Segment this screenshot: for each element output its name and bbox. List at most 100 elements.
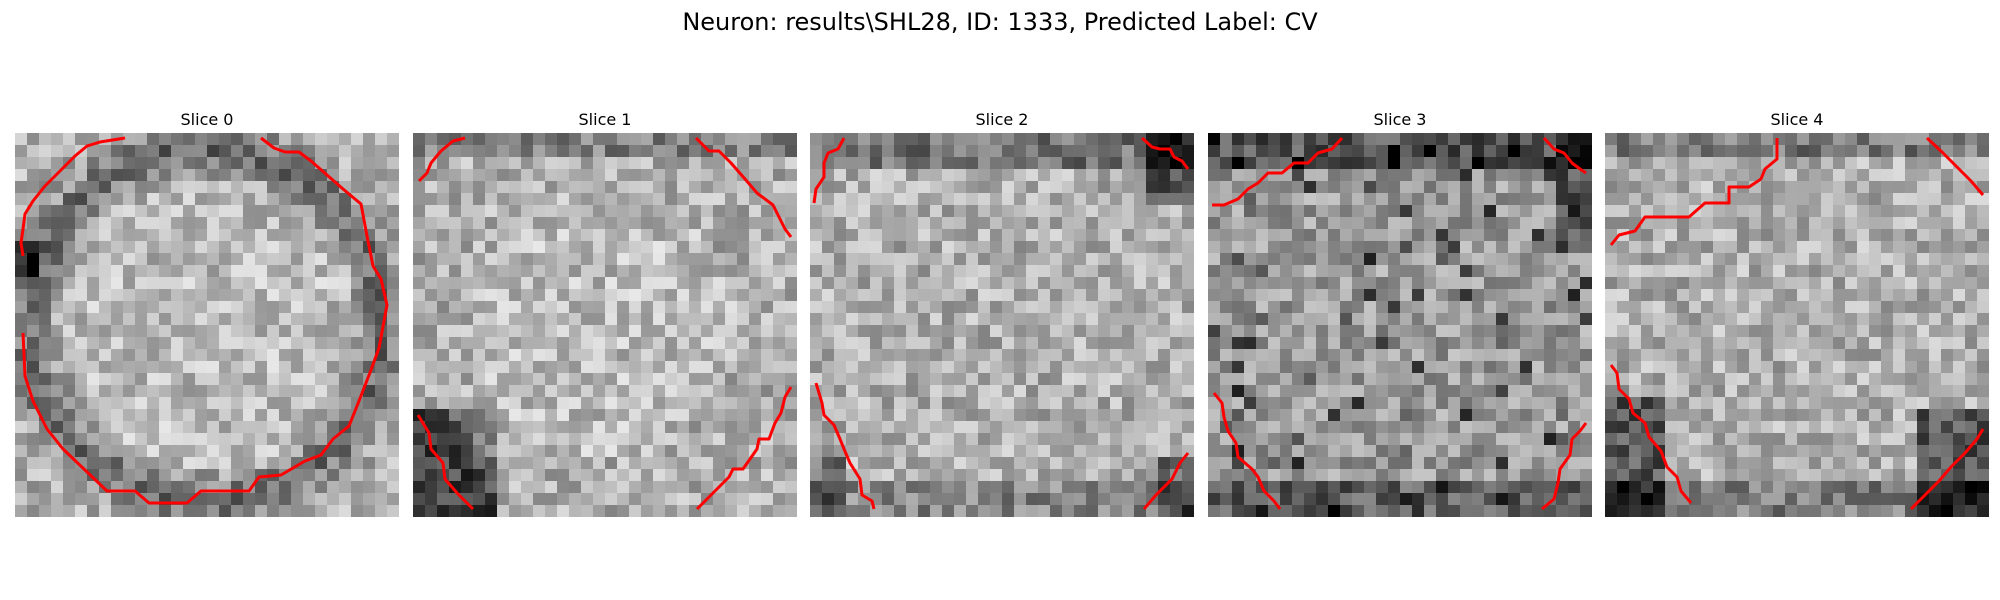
pixel	[749, 169, 762, 182]
pixel	[665, 265, 678, 278]
pixel	[1508, 289, 1521, 302]
pixel	[1038, 505, 1051, 517]
pixel	[485, 445, 498, 458]
pixel	[581, 313, 594, 326]
pixel	[63, 289, 76, 302]
pixel	[243, 253, 256, 266]
pixel	[437, 169, 450, 182]
pixel	[425, 205, 438, 218]
pixel	[15, 289, 28, 302]
pixel	[834, 409, 847, 422]
pixel	[195, 457, 208, 470]
pixel	[930, 385, 943, 398]
pixel	[315, 361, 328, 374]
pixel	[1122, 493, 1135, 506]
pixel	[894, 421, 907, 434]
pixel	[834, 301, 847, 314]
pixel	[701, 217, 714, 230]
pixel	[1821, 133, 1834, 146]
pixel	[461, 421, 474, 434]
pixel	[1352, 253, 1365, 266]
pixel	[183, 241, 196, 254]
pixel	[1376, 145, 1389, 158]
pixel	[713, 457, 726, 470]
pixel	[1170, 253, 1183, 266]
pixel	[63, 253, 76, 266]
pixel	[1713, 181, 1726, 194]
pixel	[749, 133, 762, 146]
pixel	[1653, 145, 1666, 158]
pixel	[1244, 277, 1257, 290]
pixel	[725, 241, 738, 254]
pixel	[1761, 373, 1774, 386]
pixel	[761, 241, 774, 254]
pixel	[629, 361, 642, 374]
pixel	[1977, 409, 1989, 422]
pixel	[1146, 253, 1159, 266]
pixel	[1134, 325, 1147, 338]
pixel	[858, 229, 871, 242]
pixel	[339, 445, 352, 458]
pixel	[1038, 145, 1051, 158]
pixel	[689, 313, 702, 326]
pixel	[75, 361, 88, 374]
pixel	[1520, 313, 1533, 326]
pixel	[725, 505, 738, 517]
pixel	[533, 337, 546, 350]
pixel	[1304, 205, 1317, 218]
pixel	[773, 277, 786, 290]
pixel	[1953, 181, 1966, 194]
pixel	[183, 313, 196, 326]
pixel	[1713, 313, 1726, 326]
pixel	[461, 445, 474, 458]
slice-image-1	[413, 133, 797, 517]
pixel	[1098, 277, 1111, 290]
pixel	[569, 133, 582, 146]
pixel	[581, 241, 594, 254]
pixel	[1340, 313, 1353, 326]
pixel	[1352, 241, 1365, 254]
pixel	[15, 493, 28, 506]
pixel	[1412, 349, 1425, 362]
pixel	[1556, 265, 1569, 278]
pixel	[315, 421, 328, 434]
pixel	[1556, 169, 1569, 182]
pixel	[1701, 157, 1714, 170]
pixel	[1412, 241, 1425, 254]
pixel	[966, 241, 979, 254]
pixel	[363, 505, 376, 517]
pixel	[363, 157, 376, 170]
pixel	[569, 289, 582, 302]
pixel	[1400, 409, 1413, 422]
pixel	[1340, 229, 1353, 242]
pixel	[930, 205, 943, 218]
slice-1-contour-bottom-right	[695, 386, 793, 511]
pixel	[497, 205, 510, 218]
pixel	[701, 157, 714, 170]
pixel	[255, 445, 268, 458]
pixel	[1833, 313, 1846, 326]
pixel	[906, 469, 919, 482]
pixel	[1026, 421, 1039, 434]
pixel	[1977, 265, 1989, 278]
pixel	[1893, 385, 1906, 398]
pixel	[1713, 301, 1726, 314]
pixel	[1785, 361, 1798, 374]
pixel	[1038, 349, 1051, 362]
pixel	[1917, 193, 1930, 206]
pixel	[1520, 481, 1533, 494]
pixel	[1544, 445, 1557, 458]
pixel	[15, 193, 28, 206]
pixel	[1472, 361, 1485, 374]
pixel	[1689, 313, 1702, 326]
pixel	[1737, 433, 1750, 446]
pixel	[1905, 397, 1918, 410]
pixel	[1232, 169, 1245, 182]
pixel	[1617, 349, 1630, 362]
pixel	[63, 481, 76, 494]
pixel	[978, 445, 991, 458]
pixel	[413, 349, 426, 362]
pixel	[27, 157, 40, 170]
pixel	[1484, 217, 1497, 230]
pixel	[1026, 457, 1039, 470]
